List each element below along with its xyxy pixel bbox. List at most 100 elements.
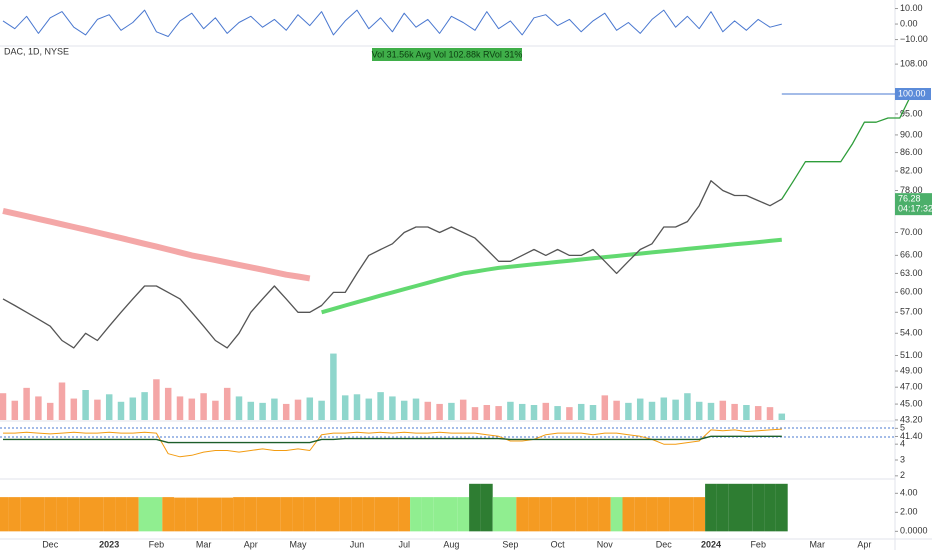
y-tick-label: 4.00 [900, 488, 918, 498]
bar [563, 497, 576, 532]
y-tick-label: 3 [900, 454, 905, 464]
line-series [321, 237, 782, 315]
bar [705, 483, 717, 532]
bar [669, 497, 682, 532]
y-tick-label: 82.00 [900, 165, 923, 175]
bar [707, 402, 715, 420]
symbol-title: DAC, 1D, NYSE [4, 46, 69, 56]
x-tick-label: Mar [196, 539, 212, 549]
line-series [2, 207, 311, 282]
bar [247, 401, 255, 420]
bar [436, 403, 443, 420]
bar [672, 399, 679, 420]
x-tick-label: Mar [809, 539, 825, 549]
bar [244, 497, 257, 532]
bar [374, 497, 387, 532]
bar [91, 497, 104, 532]
y-tick-label: 10.00 [900, 3, 923, 13]
bar [0, 497, 9, 532]
bar [79, 497, 92, 532]
bar [386, 497, 399, 532]
x-tick-label: 2024 [701, 539, 721, 549]
bar [743, 405, 750, 420]
bar [681, 497, 694, 532]
bar [141, 392, 148, 420]
x-tick-label: Aug [443, 539, 459, 549]
bar [587, 497, 599, 532]
y-tick-label: 5 [900, 423, 905, 433]
y-tick-label: 0.00 [900, 18, 918, 28]
bar [32, 497, 45, 532]
bar [516, 497, 529, 532]
bar [362, 497, 375, 532]
bar [70, 398, 78, 420]
bar [23, 387, 30, 420]
bar [256, 497, 269, 532]
bar [448, 402, 455, 420]
bar [445, 497, 458, 532]
bar [377, 392, 384, 420]
bar [400, 400, 408, 420]
bar [657, 497, 670, 532]
bar [530, 405, 538, 420]
bar [0, 393, 7, 420]
bar [469, 483, 481, 532]
bar [174, 497, 186, 532]
x-tick-label: Apr [857, 539, 871, 549]
bar [412, 398, 420, 420]
line-series [3, 435, 782, 444]
bar [129, 397, 137, 420]
bar [731, 403, 738, 420]
bar [660, 397, 668, 420]
bar [459, 399, 467, 420]
x-tick-label: Jun [350, 539, 365, 549]
x-tick-label: 2023 [99, 539, 119, 549]
bar [351, 497, 363, 532]
bar [185, 497, 198, 532]
y-tick-label: 70.00 [900, 227, 923, 237]
x-tick-label: Jul [398, 539, 410, 549]
bar [764, 483, 776, 532]
bar [162, 497, 175, 532]
bar [728, 483, 741, 532]
y-tick-label: 66.00 [900, 250, 923, 260]
bar [164, 387, 172, 420]
bar [117, 401, 125, 420]
line-series [2, 9, 782, 37]
y-tick-label: 41.40 [900, 431, 923, 441]
y-tick-label: 47.00 [900, 382, 923, 392]
bar [200, 393, 207, 420]
bar [695, 401, 703, 420]
y-tick-label: 43.20 [900, 414, 923, 424]
bar [282, 403, 290, 420]
bar [138, 497, 151, 532]
stats-text: Vol 31.56k Avg Vol 102.88k RVol 31% [372, 49, 523, 59]
bar [504, 497, 517, 532]
bar [294, 399, 302, 420]
bar [11, 400, 19, 420]
bar [589, 405, 597, 420]
bar [398, 497, 411, 532]
bar [507, 401, 514, 420]
bar [353, 394, 361, 420]
bar [315, 497, 328, 532]
x-tick-label: Dec [656, 539, 673, 549]
x-tick-label: Apr [244, 539, 258, 549]
bar [103, 497, 116, 532]
bar [105, 394, 113, 420]
y-tick-label: 0.0000 [900, 526, 928, 536]
bar [528, 497, 540, 532]
bar [752, 483, 765, 532]
bar [483, 405, 491, 420]
bar [82, 390, 89, 420]
y-tick-label: 108.00 [900, 58, 928, 68]
bar [410, 497, 422, 532]
y-tick-label: 2 [900, 470, 905, 480]
stats-box [372, 48, 522, 61]
bar [176, 396, 184, 420]
bar [306, 397, 314, 420]
bar [766, 407, 774, 420]
bar [775, 483, 788, 532]
y-tick-label: 51.00 [900, 350, 923, 360]
bar [554, 406, 561, 420]
